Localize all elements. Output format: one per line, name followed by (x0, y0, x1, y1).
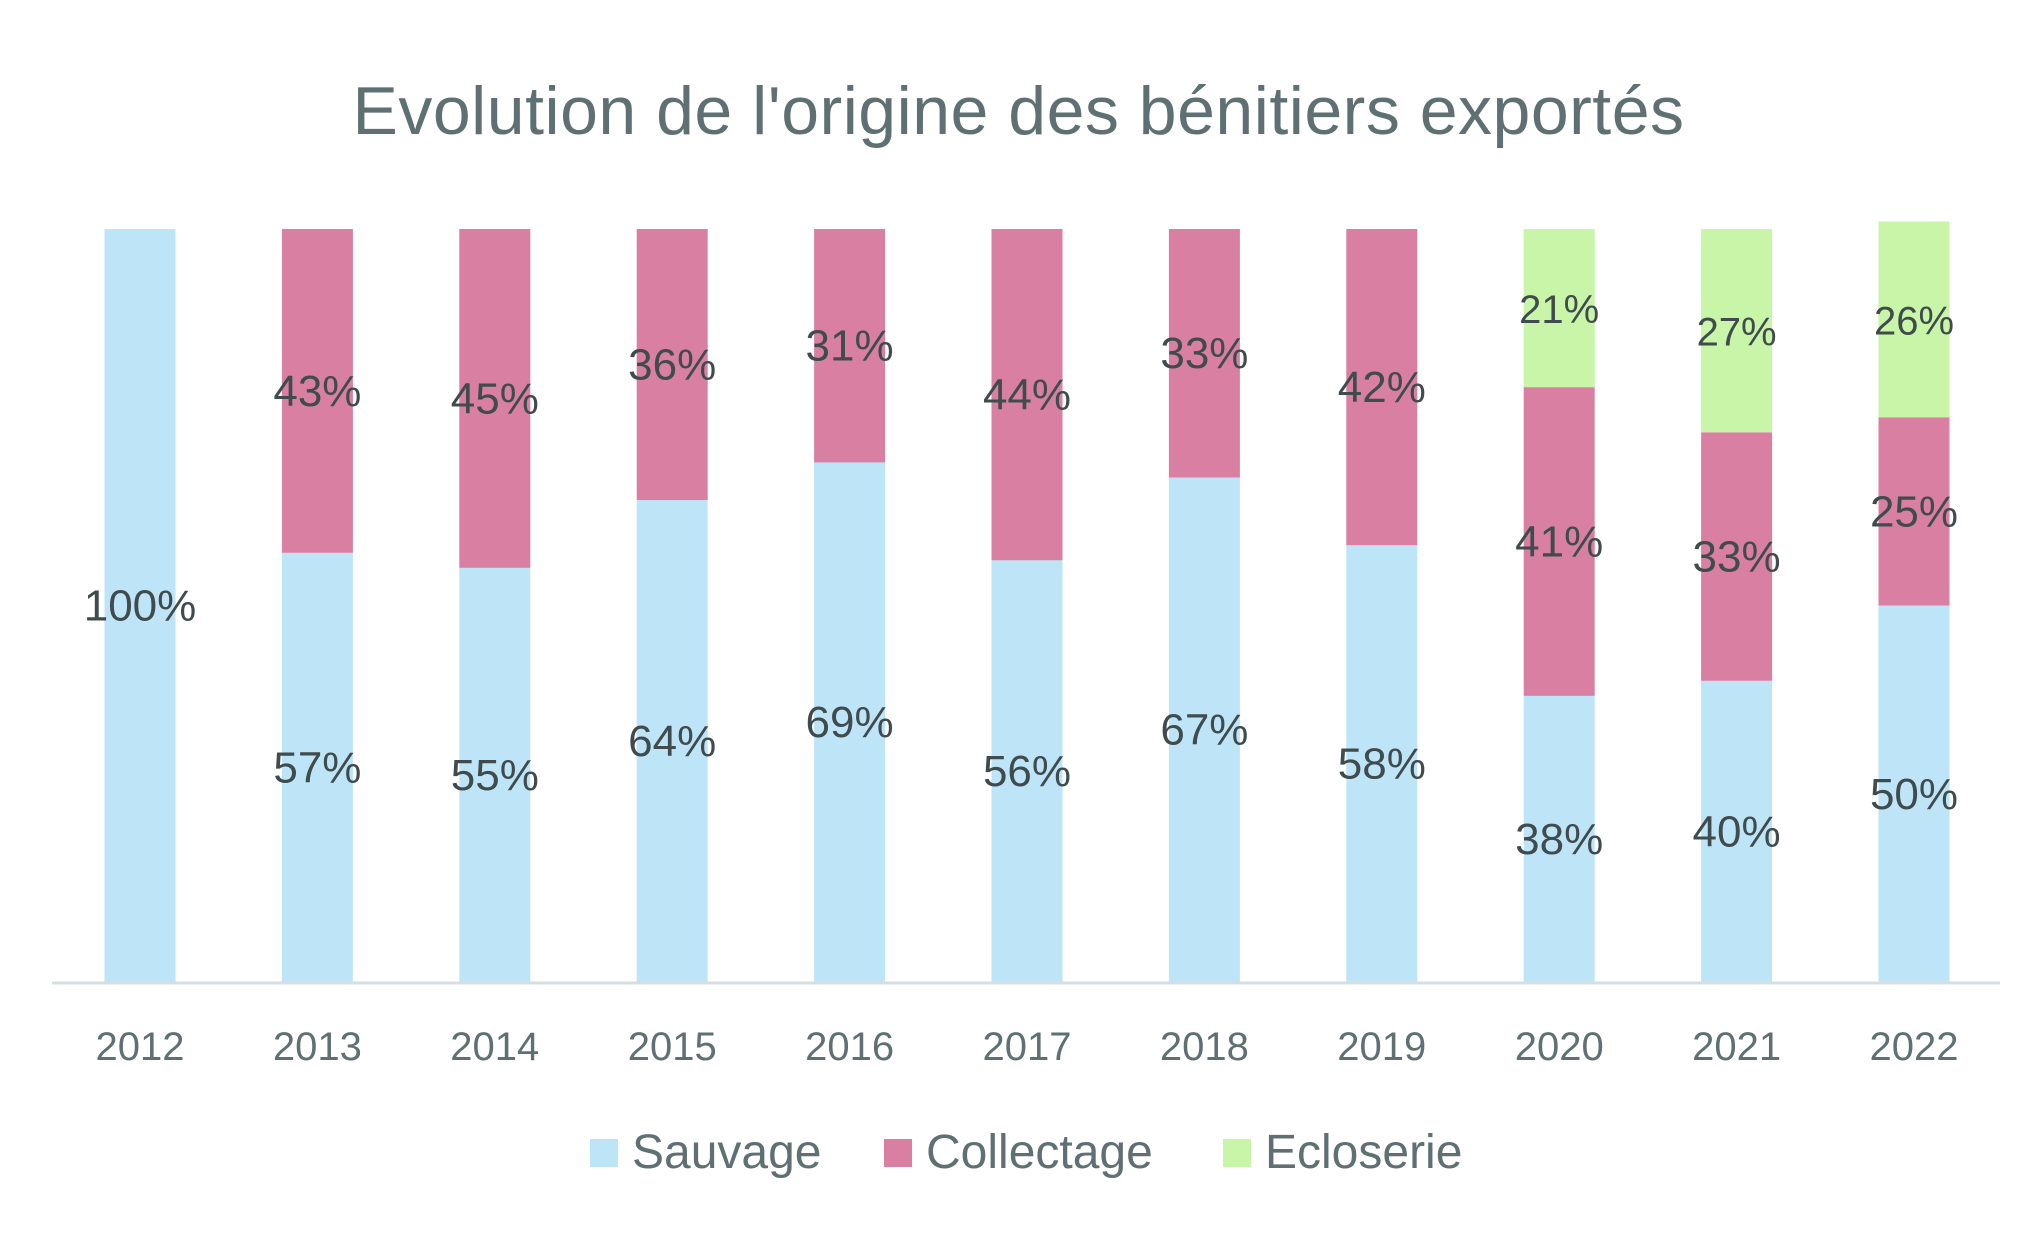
data-label-ecloserie-2020: 21% (1519, 288, 1599, 332)
data-label-collectage-2017: 44% (983, 371, 1071, 420)
data-label-sauvage-2020: 38% (1515, 815, 1603, 864)
data-label-collectage-2016: 31% (806, 322, 894, 371)
bar-sauvage-2014 (459, 567, 531, 982)
x-tick-label-2015: 2015 (628, 1025, 717, 1069)
bar-collectage-2013 (281, 229, 353, 553)
bar-collectage-2021 (1701, 432, 1773, 681)
data-label-collectage-2013: 43% (273, 367, 361, 416)
data-label-collectage-2021: 33% (1693, 533, 1781, 582)
bar-sauvage-2013 (281, 552, 353, 982)
x-tick-label-2019: 2019 (1337, 1025, 1426, 1069)
bar-sauvage-2019 (1346, 545, 1418, 982)
data-label-ecloserie-2022: 26% (1874, 299, 1954, 343)
bar-collectage-2022 (1878, 417, 1950, 606)
bar-sauvage-2017 (991, 560, 1063, 982)
legend-swatch-sauvage (590, 1139, 618, 1167)
legend-swatch-collectage (884, 1139, 912, 1167)
data-label-collectage-2019: 42% (1338, 363, 1426, 412)
x-tick-label-2014: 2014 (450, 1025, 539, 1069)
bar-ecloserie-2021 (1701, 229, 1773, 433)
bar-collectage-2014 (459, 229, 531, 568)
x-tick-label-2021: 2021 (1692, 1025, 1781, 1069)
x-tick-label-2018: 2018 (1160, 1025, 1249, 1069)
data-label-ecloserie-2021: 27% (1697, 311, 1777, 355)
bar-sauvage-2016 (814, 462, 886, 982)
legend-swatch-ecloserie (1223, 1139, 1251, 1167)
data-label-sauvage-2022: 50% (1870, 770, 1958, 819)
bar-collectage-2015 (636, 229, 708, 501)
x-tick-label-2012: 2012 (96, 1025, 185, 1069)
bar-collectage-2018 (1168, 229, 1240, 478)
bar-sauvage-2018 (1168, 477, 1240, 982)
data-label-collectage-2014: 45% (451, 374, 539, 423)
bar-ecloserie-2022 (1878, 221, 1950, 418)
data-label-collectage-2018: 33% (1160, 329, 1248, 378)
x-tick-label-2022: 2022 (1870, 1025, 1959, 1069)
data-label-collectage-2020: 41% (1515, 517, 1603, 566)
data-label-sauvage-2013: 57% (273, 743, 361, 792)
data-label-sauvage-2015: 64% (628, 717, 716, 766)
data-label-sauvage-2017: 56% (983, 747, 1071, 796)
data-label-sauvage-2012: 100% (84, 582, 197, 631)
data-label-sauvage-2021: 40% (1693, 807, 1781, 856)
x-tick-label-2013: 2013 (273, 1025, 362, 1069)
bar-sauvage-2021 (1701, 680, 1773, 982)
data-label-sauvage-2019: 58% (1338, 740, 1426, 789)
data-label-sauvage-2014: 55% (451, 751, 539, 800)
x-tick-label-2020: 2020 (1515, 1025, 1604, 1069)
x-tick-label-2016: 2016 (805, 1025, 894, 1069)
bar-sauvage-2012 (104, 229, 176, 982)
bar-sauvage-2022 (1878, 605, 1950, 982)
x-tick-label-2017: 2017 (983, 1025, 1072, 1069)
bar-collectage-2019 (1346, 229, 1418, 546)
legend-label-collectage: Collectage (926, 1126, 1153, 1179)
bar-sauvage-2015 (636, 500, 708, 982)
data-label-collectage-2015: 36% (628, 341, 716, 390)
bar-collectage-2017 (991, 229, 1063, 561)
data-label-sauvage-2018: 67% (1160, 706, 1248, 755)
bar-sauvage-2020 (1523, 695, 1595, 982)
legend-label-ecloserie: Ecloserie (1265, 1126, 1462, 1179)
bar-collectage-2020 (1523, 387, 1595, 696)
legend-label-sauvage: Sauvage (632, 1126, 822, 1179)
bar-collectage-2016 (814, 229, 886, 463)
bar-ecloserie-2020 (1523, 229, 1595, 388)
data-label-collectage-2022: 25% (1870, 487, 1958, 536)
chart-title: Evolution de l'origine des bénitiers exp… (352, 73, 1685, 149)
data-label-sauvage-2016: 69% (806, 698, 894, 747)
